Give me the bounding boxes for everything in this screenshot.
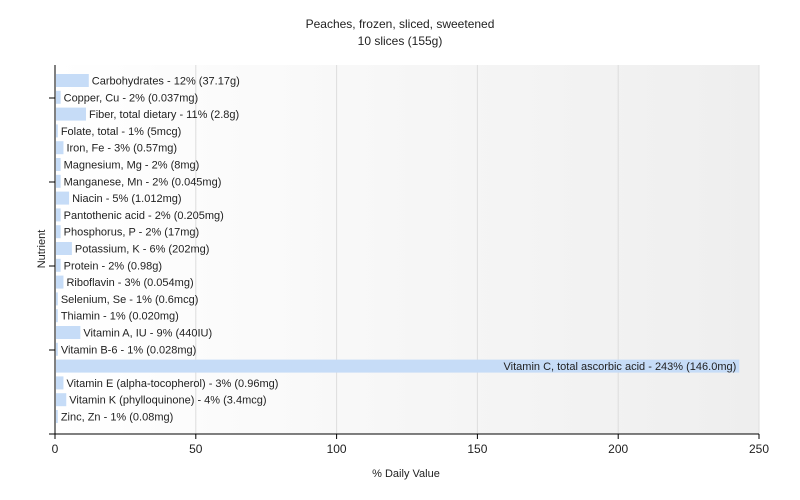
- bar-label: Pantothenic acid - 2% (0.205mg): [64, 210, 224, 222]
- bar-label: Fiber, total dietary - 11% (2.8g): [89, 109, 239, 121]
- bar-label: Magnesium, Mg - 2% (8mg): [64, 160, 200, 172]
- bar: [56, 90, 61, 104]
- bar-label: Iron, Fe - 3% (0.57mg): [66, 143, 177, 155]
- bar-label: Potassium, K - 6% (202mg): [75, 244, 210, 256]
- bar-label: Vitamin B-6 - 1% (0.028mg): [61, 344, 197, 356]
- x-tick-label: 200: [608, 442, 628, 456]
- bar: [56, 309, 58, 323]
- bar: [56, 208, 61, 222]
- bar-label: Thiamin - 1% (0.020mg): [61, 311, 179, 323]
- x-axis-ticks: 0 50 100 150 200 250: [52, 434, 769, 456]
- bar: [56, 242, 72, 255]
- bar: [56, 191, 70, 205]
- bar-label: Phosphorus, P - 2% (17mg): [64, 227, 200, 239]
- bar: [56, 410, 58, 423]
- bar: [56, 141, 64, 155]
- bar-label: Folate, total - 1% (5mcg): [61, 126, 181, 138]
- bar-labels: Carbohydrates - 12% (37.17g) Copper, Cu -…: [61, 76, 736, 424]
- bar-label: Niacin - 5% (1.012mg): [72, 193, 181, 205]
- bar-label: Copper, Cu - 2% (0.037mg): [64, 92, 199, 104]
- bar: [56, 158, 61, 171]
- axes: [49, 65, 759, 435]
- chart-subtitle: 10 slices (155g): [358, 34, 443, 48]
- bar-label: Manganese, Mn - 2% (0.045mg): [64, 176, 222, 188]
- bar-label: Selenium, Se - 1% (0.6mcg): [61, 294, 199, 306]
- bar: [56, 225, 61, 239]
- bar: [56, 359, 740, 373]
- bar: [56, 107, 86, 121]
- x-tick-label: 0: [52, 442, 59, 456]
- bar-label: Vitamin A, IU - 9% (440IU): [83, 328, 212, 340]
- bar-label: Vitamin E (alpha-tocopherol) - 3% (0.96m…: [66, 378, 278, 390]
- bar: [56, 275, 64, 289]
- bar: [56, 292, 58, 306]
- x-tick-label: 50: [189, 442, 203, 456]
- bar: [56, 174, 61, 188]
- bar: [56, 258, 61, 272]
- bar-label: Carbohydrates - 12% (37.17g): [92, 76, 240, 88]
- x-tick-label: 150: [467, 442, 487, 456]
- bar-label: Protein - 2% (0.98g): [64, 260, 162, 272]
- bar-label: Riboflavin - 3% (0.054mg): [66, 277, 193, 289]
- bar: [56, 376, 64, 390]
- bar-label: Zinc, Zn - 1% (0.08mg): [61, 412, 173, 424]
- x-tick-label: 250: [749, 442, 769, 456]
- bar: [56, 342, 58, 356]
- x-axis-label: % Daily Value: [372, 468, 440, 480]
- bar: [56, 326, 81, 339]
- bar: [56, 74, 89, 87]
- bar-label: Vitamin K (phylloquinone) - 4% (3.4mcg): [69, 395, 266, 407]
- bar: [56, 393, 67, 407]
- bar-label: Vitamin C, total ascorbic acid - 243% (1…: [504, 361, 737, 373]
- chart-title: Peaches, frozen, sliced, sweetened: [306, 17, 495, 31]
- y-axis-label: Nutrient: [36, 230, 48, 269]
- x-tick-label: 100: [327, 442, 347, 456]
- bar: [56, 124, 58, 138]
- bars: [56, 74, 740, 423]
